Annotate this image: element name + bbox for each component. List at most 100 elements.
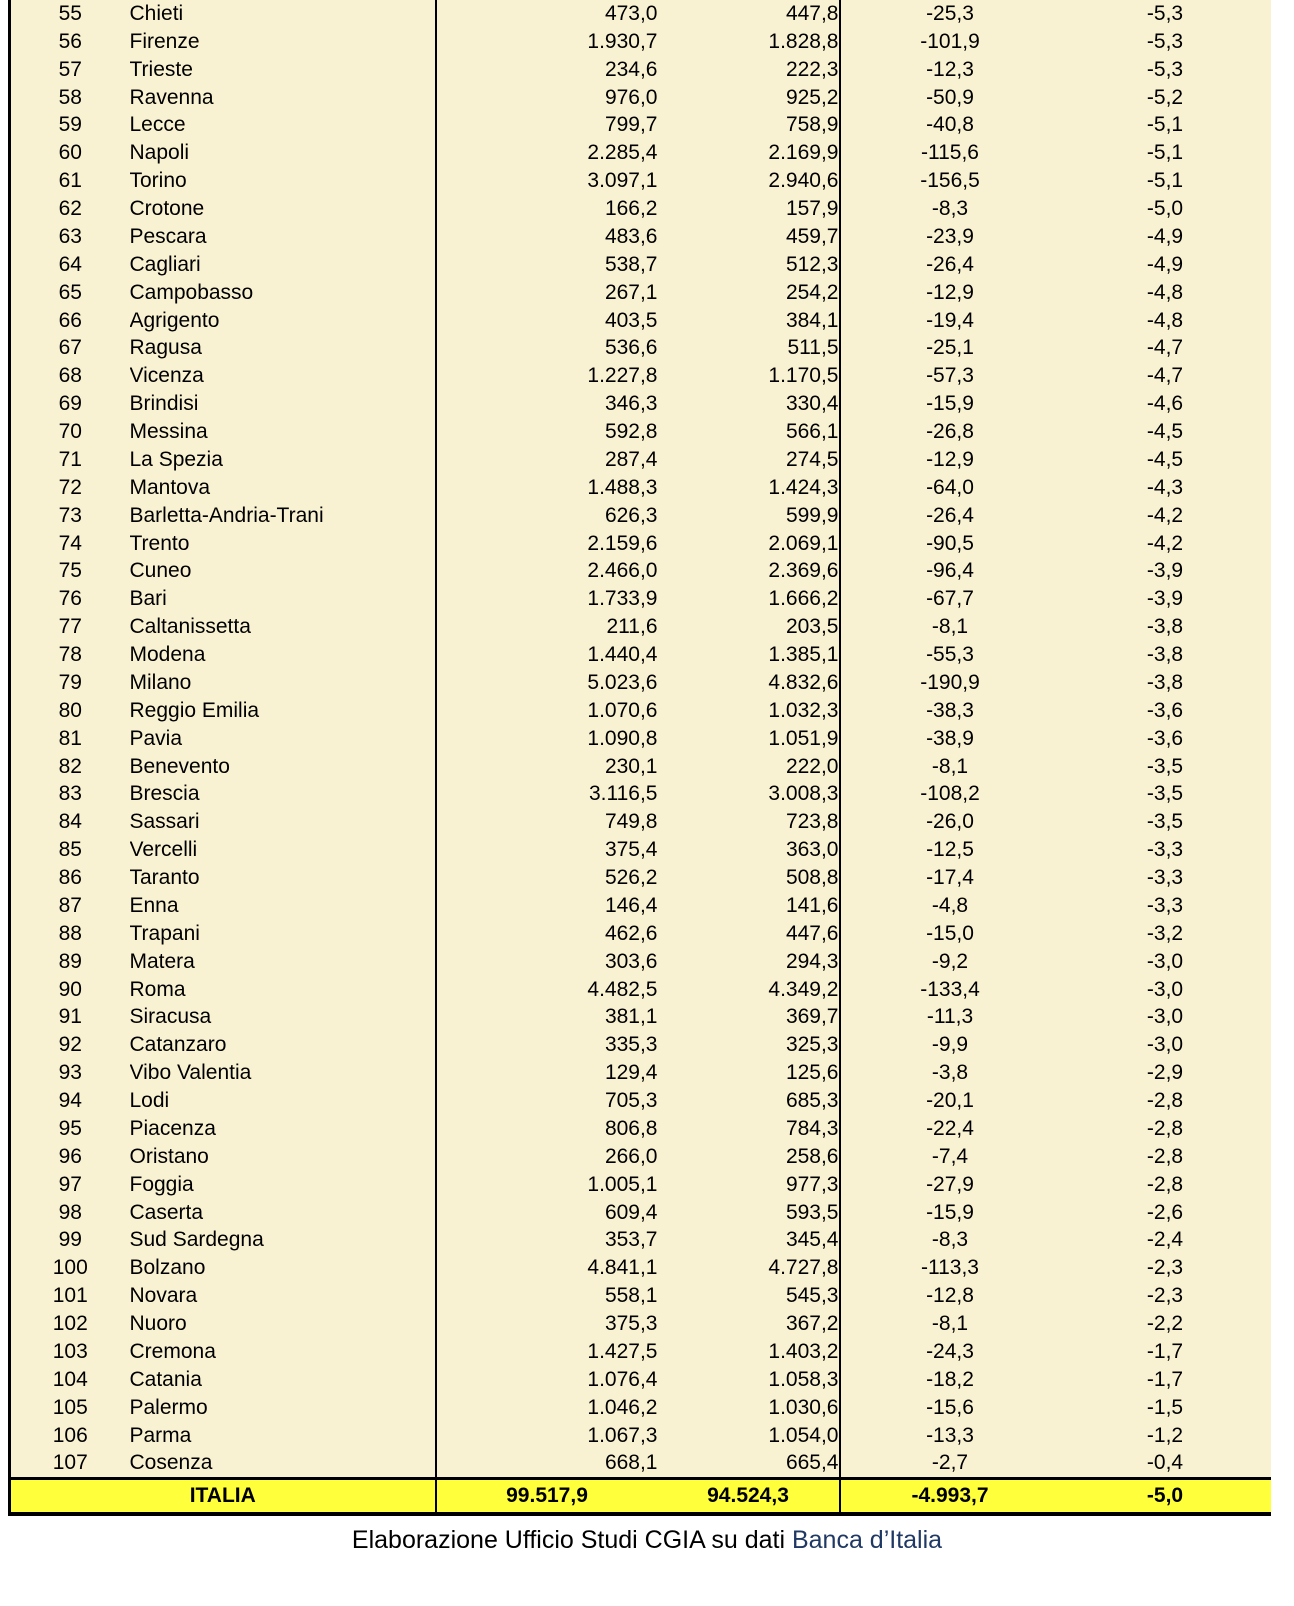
col-value-2: 274,5 [785, 447, 839, 471]
col-rank: 70 [58, 420, 82, 444]
col-value-2: 294,3 [785, 949, 839, 973]
col-province-name: Messina [129, 420, 208, 444]
col-value-2: 665,4 [785, 1451, 839, 1475]
col-value-1: 166,2 [434, 195, 658, 223]
table-row: 70 Messina 592,8 566,1 -26,8 -4,5 [10, 418, 1271, 446]
col-difference: -13,3 [838, 1421, 1060, 1450]
col-value-2: 545,3 [785, 1284, 839, 1308]
col-rank: 107 [52, 1451, 88, 1475]
col-value-1: 1.090,8 [434, 724, 658, 753]
col-value-1: 705,3 [434, 1087, 658, 1115]
col-rank: 99 [58, 1228, 82, 1252]
table-row: 101 Novara 558,1 545,3 -12,8 -2,3 [10, 1282, 1271, 1311]
provinces-table: 55 Chieti 473,0 447,8 -25,3 -5,3 56 Firenze 1.93… [8, 0, 1271, 1517]
col-value-1: 626,3 [434, 501, 658, 530]
col-rank: 62 [58, 197, 82, 221]
table-row: 78 Modena 1.440,4 1.385,1 -55,3 -3,8 [10, 641, 1271, 669]
col-rank: 57 [58, 57, 82, 81]
col-value-2: 125,6 [785, 1061, 839, 1085]
col-percent: -3,0 [1146, 977, 1184, 1001]
table-row: 90 Roma 4.482,5 4.349,2 -133,4 -3,0 [10, 975, 1271, 1004]
col-province-name: Matera [129, 949, 195, 973]
col-difference: -113,3 [838, 1254, 1060, 1283]
col-difference: -90,5 [838, 529, 1060, 558]
col-value-1: 303,6 [434, 947, 658, 976]
col-percent: -4,3 [1146, 475, 1184, 499]
col-province-name: Campobasso [129, 280, 254, 304]
col-value-1: 668,1 [434, 1449, 658, 1479]
col-value-1: 483,6 [434, 223, 658, 251]
col-percent: -5,1 [1146, 169, 1184, 193]
col-value-1: 381,1 [434, 1003, 658, 1032]
table-row: 93 Vibo Valentia 129,4 125,6 -3,8 -2,9 [10, 1059, 1271, 1088]
col-value-2: 459,7 [785, 224, 839, 248]
col-percent: -5,3 [1146, 1, 1184, 25]
col-percent: -2,8 [1146, 1116, 1184, 1140]
col-province-name: Brescia [129, 782, 200, 806]
col-percent: -2,6 [1146, 1200, 1184, 1224]
col-province-name: Palermo [129, 1395, 208, 1419]
col-difference: -26,8 [838, 418, 1060, 446]
table-row: 65 Campobasso 267,1 254,2 -12,9 -4,8 [10, 278, 1271, 307]
col-difference: -3,8 [838, 1059, 1060, 1088]
col-province-name: Trieste [129, 57, 193, 81]
col-rank: 71 [58, 447, 82, 471]
col-rank: 61 [58, 169, 82, 193]
col-value-1: 1.427,5 [434, 1338, 658, 1366]
table-row: 72 Mantova 1.488,3 1.424,3 -64,0 -4,3 [10, 473, 1271, 502]
col-value-1: 609,4 [434, 1198, 658, 1227]
col-percent: -3,5 [1146, 782, 1184, 806]
col-province-name: Torino [129, 169, 187, 193]
col-difference: -8,1 [838, 752, 1060, 781]
col-difference: -156,5 [838, 167, 1060, 196]
col-rank: 91 [58, 1005, 82, 1029]
col-province-name: Lecce [129, 113, 186, 137]
col-province-name: Pescara [129, 224, 207, 248]
table-row: 68 Vicenza 1.227,8 1.170,5 -57,3 -4,7 [10, 362, 1271, 391]
col-rank: 90 [58, 977, 82, 1001]
col-rank: 86 [58, 866, 82, 890]
table-row: 96 Oristano 266,0 258,6 -7,4 -2,8 [10, 1142, 1271, 1171]
col-percent: -5,2 [1146, 85, 1184, 109]
col-rank: 64 [58, 252, 82, 276]
col-value-2: 512,3 [785, 252, 839, 276]
col-value-1: 211,6 [434, 613, 658, 642]
col-percent: -3,5 [1146, 810, 1184, 834]
col-rank: 102 [52, 1312, 88, 1336]
col-province-name: Ravenna [129, 85, 214, 109]
col-rank: 100 [52, 1256, 88, 1280]
col-difference: -108,2 [838, 780, 1060, 809]
col-difference: -17,4 [838, 864, 1060, 892]
col-percent: -3,0 [1146, 949, 1184, 973]
col-value-2: 723,8 [785, 810, 839, 834]
col-rank: 93 [58, 1061, 82, 1085]
col-value-1: 1.440,4 [434, 641, 658, 669]
col-difference: -15,9 [838, 1198, 1060, 1227]
col-province-name: Bolzano [129, 1256, 206, 1280]
col-rank: 67 [58, 336, 82, 360]
col-difference: -96,4 [838, 557, 1060, 586]
col-value-1: 2.159,6 [434, 529, 658, 558]
table-row: 100 Bolzano 4.841,1 4.727,8 -113,3 -2,3 [10, 1254, 1271, 1283]
col-value-2: 2.069,1 [768, 531, 839, 555]
table-row: 105 Palermo 1.046,2 1.030,6 -15,6 -1,5 [10, 1393, 1271, 1422]
col-value-1: 462,6 [434, 919, 658, 948]
col-rank: 65 [58, 280, 82, 304]
col-difference: -101,9 [838, 27, 1060, 56]
col-value-2: 325,3 [785, 1033, 839, 1057]
col-difference: -15,0 [838, 919, 1060, 948]
provinces-table-container: 55 Chieti 473,0 447,8 -25,3 -5,3 56 Firenze 1.93… [8, 0, 1271, 1517]
col-rank: 106 [52, 1423, 88, 1447]
col-province-name: Catanzaro [129, 1033, 227, 1057]
col-province-name: Barletta-Andria-Trani [129, 503, 324, 527]
col-difference: -12,3 [838, 55, 1060, 84]
col-value-1: 266,0 [434, 1142, 658, 1171]
col-province-name: Parma [129, 1423, 192, 1447]
col-value-1: 806,8 [434, 1115, 658, 1143]
col-percent: -3,3 [1146, 866, 1184, 890]
col-province-name: Firenze [129, 29, 200, 53]
col-rank: 68 [58, 364, 82, 388]
table-row: 71 La Spezia 287,4 274,5 -12,9 -4,5 [10, 446, 1271, 474]
col-province-name: Bari [129, 587, 167, 611]
col-province-name: Chieti [129, 1, 184, 25]
